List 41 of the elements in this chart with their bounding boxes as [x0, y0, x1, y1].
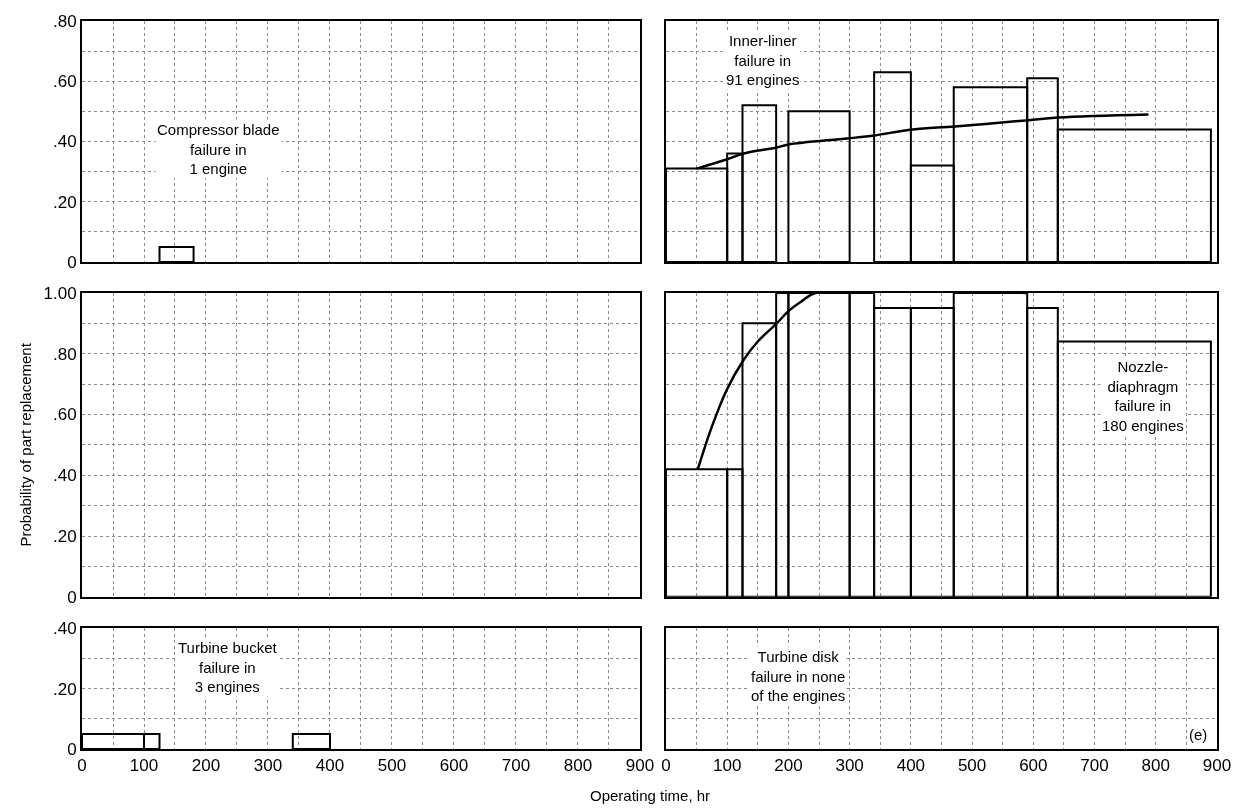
x-tick-label: 700 [501, 756, 531, 776]
y-tick-label: .80 [52, 11, 77, 31]
x-tick-label: 600 [439, 756, 469, 776]
y-tick-label: .60 [52, 405, 77, 425]
x-tick-label: 600 [1019, 756, 1048, 776]
x-tick-label: 200 [774, 756, 803, 776]
y-tick-label: .40 [52, 466, 77, 486]
annotation: Inner-liner failure in 91 engines [726, 32, 800, 88]
y-tick-label: .80 [52, 344, 77, 364]
x-tick-label: 700 [1080, 756, 1109, 776]
annotation: Turbine disk failure in none of the engines [751, 648, 846, 704]
x-tick-label: 400 [896, 756, 926, 776]
annotation: (e) [1189, 726, 1208, 743]
y-tick-label: 0 [67, 739, 77, 759]
x-tick-label: 800 [563, 756, 593, 776]
x-tick-label: 100 [713, 756, 742, 776]
y-tick-label: .20 [52, 527, 77, 547]
x-tick-label: 0 [661, 756, 671, 776]
x-tick-label: 100 [129, 756, 159, 776]
annotation: Compressor blade failure in 1 engine [157, 121, 280, 177]
x-tick-label: 300 [835, 756, 864, 776]
x-tick-label: 500 [377, 756, 407, 776]
x-tick-label: 200 [191, 756, 221, 776]
x-tick-label: 300 [253, 756, 283, 776]
y-tick-label: .40 [52, 132, 77, 152]
y-tick-label: .40 [52, 619, 77, 639]
x-axis-title: Operating time, hr [590, 787, 711, 804]
y-tick-label: .20 [52, 192, 77, 212]
y-axis-title: Probability of part replacement [17, 342, 35, 547]
x-tick-label: 800 [1141, 756, 1170, 776]
x-tick-label: 500 [957, 756, 987, 776]
x-tick-label: 900 [1202, 756, 1232, 776]
y-tick-label: 0 [67, 587, 77, 607]
y-tick-label: .20 [52, 679, 77, 699]
annotation: Turbine bucket failure in 3 engines [178, 639, 278, 695]
x-tick-label: 400 [315, 756, 345, 776]
y-tick-label: .60 [52, 72, 77, 92]
y-tick-label: 0 [67, 252, 77, 272]
annotation: Nozzle- diaphragm failure in 180 engines [1102, 358, 1184, 434]
y-tick-label: 1.00 [43, 283, 77, 303]
x-tick-label: 900 [625, 756, 655, 776]
